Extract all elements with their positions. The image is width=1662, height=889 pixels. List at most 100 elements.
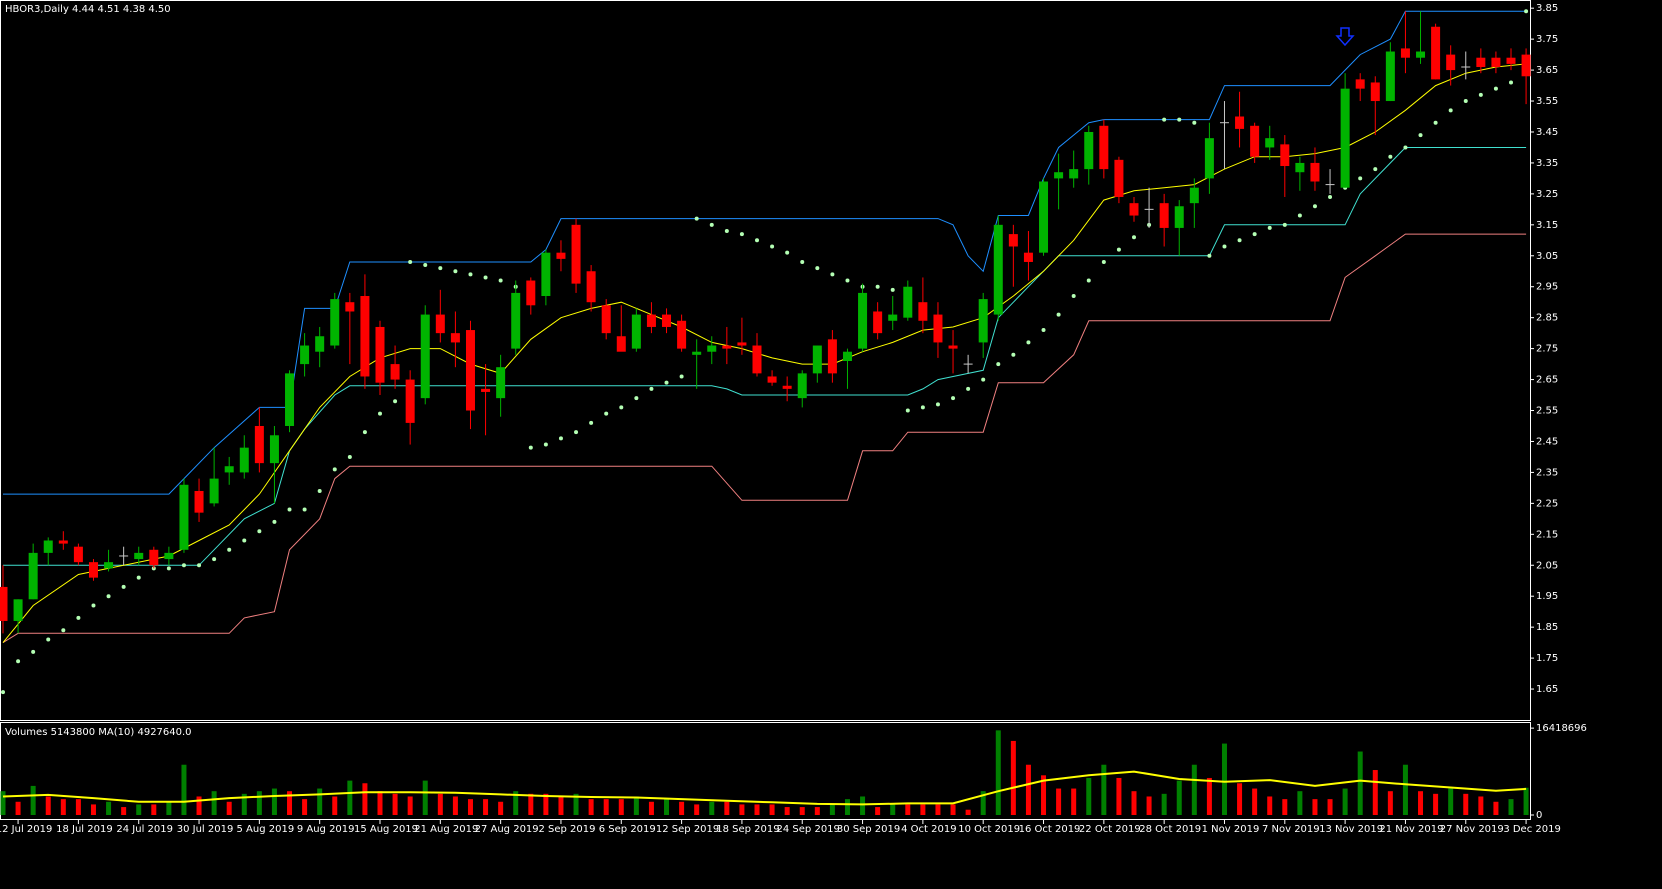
candle-body [239, 447, 249, 473]
sar-dot [227, 547, 232, 552]
x-tick-label: 24 Jul 2019 [116, 824, 173, 835]
x-tick-label: 6 Sep 2019 [599, 824, 656, 835]
volume-bar [528, 793, 534, 815]
sar-dot [1192, 120, 1197, 125]
volume-bar [1433, 793, 1439, 815]
candle-body [511, 292, 521, 349]
sar-dot [755, 238, 759, 243]
price-title: HBOR3,Daily 4.44 4.51 4.38 4.50 [5, 4, 171, 15]
sar-dot [543, 442, 548, 447]
volume-bar [452, 796, 458, 815]
volume-bar [1448, 788, 1454, 815]
sar-dot [830, 272, 835, 277]
volume-bar [60, 799, 66, 815]
y-tick-label: 2.65 [1536, 375, 1558, 386]
candle-body [1355, 79, 1365, 89]
volume-bar [603, 799, 609, 815]
sar-dot [106, 594, 111, 599]
volume-bar [860, 796, 866, 815]
candle-body [1385, 51, 1395, 102]
volume-bar [1493, 801, 1499, 815]
volume-bar [136, 804, 142, 815]
sar-dot [528, 445, 533, 450]
candle-body [616, 336, 626, 352]
y-tick-label: 2.55 [1536, 406, 1558, 417]
volume-bar [302, 799, 308, 815]
volume-bar [1523, 787, 1529, 815]
candle-body [375, 326, 385, 383]
candle-body [1099, 125, 1109, 170]
sar-dot [1026, 340, 1031, 345]
candle-body [209, 478, 219, 504]
candle-body [812, 345, 822, 374]
volume-bar [467, 799, 473, 815]
candle-body [1416, 51, 1426, 58]
sar-dot [1282, 222, 1287, 227]
sar-dot [287, 507, 292, 512]
sar-dot [679, 374, 684, 379]
candle-body [541, 252, 551, 297]
volume-bar [166, 801, 172, 815]
volume-bar [1056, 788, 1062, 815]
sar-dot [1328, 194, 1333, 199]
sar-dot [785, 250, 790, 255]
y-tick-label: 2.45 [1536, 436, 1558, 447]
x-tick-label: 15 Aug 2019 [354, 824, 418, 835]
candle-body [1280, 144, 1290, 167]
candle-body [179, 484, 189, 550]
volume-bar [1463, 793, 1469, 815]
sar-dot [800, 259, 805, 264]
candle-body [752, 345, 762, 374]
y-tick-label: 2.25 [1536, 498, 1558, 509]
candle-body [1400, 48, 1410, 58]
volume-bar [271, 788, 277, 815]
y-tick-label: 1.75 [1536, 653, 1558, 664]
candle-body [1431, 26, 1441, 80]
volume-bar [1176, 780, 1182, 815]
sar-dot [1071, 294, 1076, 299]
candle-body [315, 336, 325, 352]
volume-bar [347, 780, 353, 815]
sar-dot [242, 538, 247, 543]
candle-body [571, 224, 581, 284]
candle-body [948, 345, 958, 349]
volume-bar [558, 796, 564, 815]
volume-bar [920, 804, 926, 815]
volume-bar [890, 804, 896, 815]
candle-body [1054, 172, 1064, 179]
volume-bar [1478, 796, 1484, 815]
candle-body [330, 299, 340, 346]
volume-bar [694, 804, 700, 815]
sar-dot [1373, 167, 1378, 172]
candle-body [1008, 234, 1018, 247]
volume-bar [513, 791, 519, 815]
volume-bar [30, 785, 36, 815]
sar-dot [664, 380, 669, 385]
x-tick-label: 3 Dec 2019 [1503, 824, 1561, 835]
candle-body [1250, 125, 1260, 157]
candle-body [194, 490, 204, 513]
sar-dot [121, 584, 126, 589]
volume-bar [709, 801, 715, 815]
volume-bar [241, 793, 247, 815]
sar-dot [166, 566, 171, 571]
candle-body [1310, 162, 1320, 182]
volume-bar [1402, 764, 1408, 815]
candle-body [1340, 88, 1350, 188]
sar-dot [1011, 352, 1016, 357]
y-tick-label: 2.85 [1536, 313, 1558, 324]
sar-dot [1312, 204, 1317, 209]
y-tick-label: 2.95 [1536, 282, 1558, 293]
y-tick-label: 2.05 [1536, 560, 1558, 571]
volume-bar [106, 801, 112, 815]
candle-body [722, 345, 732, 349]
x-tick-label: 30 Jul 2019 [177, 824, 234, 835]
sar-dot [453, 269, 458, 274]
candle-body [993, 224, 1003, 315]
sar-dot [1162, 117, 1167, 122]
x-tick-label: 4 Oct 2019 [901, 824, 956, 835]
volume-bar [799, 807, 805, 815]
sar-dot [378, 411, 382, 416]
volume-bar [784, 807, 790, 815]
sar-dot [1493, 86, 1498, 91]
